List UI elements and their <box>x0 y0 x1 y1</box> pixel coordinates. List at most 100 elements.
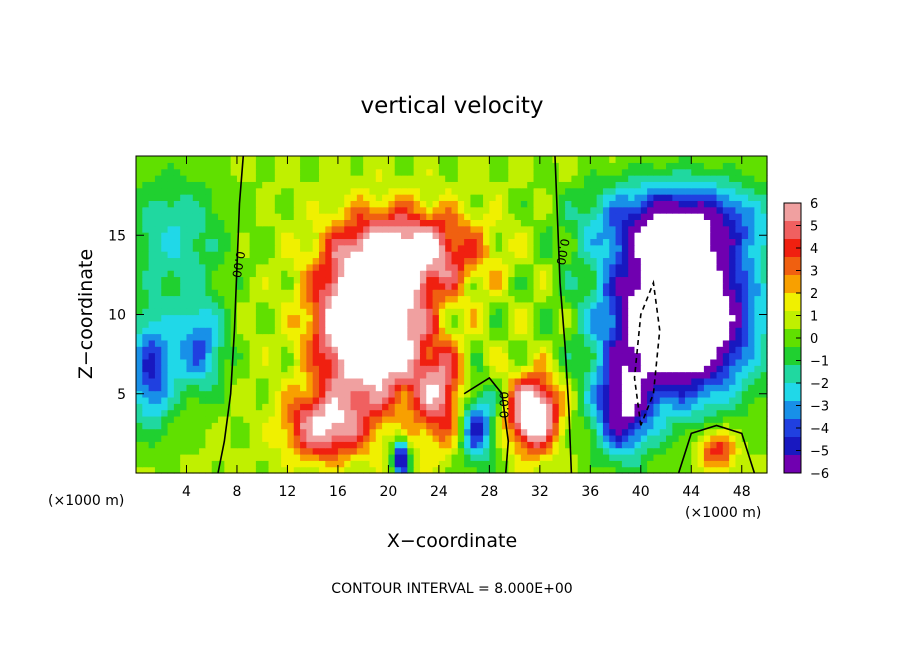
heatmap-cell <box>426 232 434 240</box>
heatmap-cell <box>274 289 282 297</box>
heatmap-cell <box>527 428 535 436</box>
heatmap-cell <box>236 308 244 316</box>
heatmap-cell <box>438 434 446 442</box>
heatmap-cell <box>735 301 743 309</box>
heatmap-cell <box>192 403 200 411</box>
heatmap-cell <box>754 181 762 189</box>
heatmap-cell <box>350 213 358 220</box>
heatmap-cell <box>596 333 604 341</box>
heatmap-cell <box>691 276 699 284</box>
heatmap-cell <box>684 206 692 214</box>
heatmap-cell <box>337 346 345 354</box>
heatmap-cell <box>161 206 169 214</box>
heatmap-cell <box>300 415 307 423</box>
heatmap-cell <box>546 219 554 227</box>
heatmap-cell <box>331 384 339 392</box>
heatmap-cell <box>192 251 200 259</box>
heatmap-cell <box>331 365 339 373</box>
heatmap-cell <box>546 162 554 170</box>
heatmap-cell <box>628 308 636 316</box>
heatmap-cell <box>287 358 295 366</box>
heatmap-cell <box>483 232 490 240</box>
heatmap-cell <box>508 453 516 461</box>
heatmap-cell <box>312 200 320 208</box>
heatmap-cell <box>666 225 673 233</box>
heatmap-cell <box>205 434 213 442</box>
heatmap-cell <box>445 187 453 195</box>
heatmap-cell <box>199 466 207 474</box>
heatmap-cell <box>514 206 522 214</box>
heatmap-cell <box>287 466 295 474</box>
heatmap-cell <box>640 377 648 385</box>
heatmap-cell <box>640 232 648 240</box>
heatmap-cell <box>375 295 383 303</box>
heatmap-cell <box>558 187 566 195</box>
heatmap-cell <box>300 225 307 233</box>
heatmap-cell <box>154 409 162 417</box>
heatmap-cell <box>337 428 345 436</box>
heatmap-cell <box>716 365 724 373</box>
heatmap-cell <box>457 447 465 455</box>
heatmap-cell <box>672 428 680 436</box>
heatmap-cell <box>483 257 490 265</box>
heatmap-cell <box>413 428 421 436</box>
heatmap-cell <box>508 365 516 373</box>
heatmap-cell <box>539 333 547 341</box>
heatmap-cell <box>356 162 364 170</box>
heatmap-cell <box>312 384 320 392</box>
heatmap-cell <box>760 289 768 297</box>
heatmap-cell <box>501 365 509 373</box>
heatmap-cell <box>331 403 339 411</box>
heatmap-cell <box>653 175 661 182</box>
heatmap-cell <box>615 206 623 214</box>
heatmap-cell <box>666 422 673 430</box>
heatmap-cell <box>180 453 188 461</box>
heatmap-cell <box>546 365 554 373</box>
heatmap-cell <box>205 175 213 182</box>
heatmap-cell <box>514 276 522 284</box>
heatmap-cell <box>539 428 547 436</box>
heatmap-cell <box>735 219 743 227</box>
heatmap-cell <box>615 409 623 417</box>
heatmap-cell <box>438 162 446 170</box>
heatmap-cell <box>350 187 358 195</box>
heatmap-cell <box>684 156 692 163</box>
heatmap-cell <box>394 232 402 240</box>
heatmap-cell <box>672 257 680 265</box>
heatmap-cell <box>224 225 232 233</box>
heatmap-cell <box>136 453 143 461</box>
heatmap-cell <box>401 333 408 341</box>
heatmap-cell <box>401 371 408 379</box>
heatmap-cell <box>748 251 755 259</box>
heatmap-cell <box>426 276 434 284</box>
heatmap-cell <box>691 441 699 449</box>
heatmap-cell <box>401 257 408 265</box>
heatmap-cell <box>192 460 200 468</box>
heatmap-cell <box>180 200 188 208</box>
heatmap-cell <box>697 371 705 379</box>
heatmap-cell <box>382 219 389 227</box>
heatmap-cell <box>539 276 547 284</box>
heatmap-cell <box>533 219 541 227</box>
heatmap-cell <box>558 358 566 366</box>
heatmap-cell <box>602 453 610 461</box>
heatmap-cell <box>666 352 673 360</box>
heatmap-cell <box>274 320 282 328</box>
heatmap-cell <box>464 232 472 240</box>
heatmap-cell <box>426 308 434 316</box>
heatmap-cell <box>571 270 579 278</box>
heatmap-cell <box>520 301 528 309</box>
heatmap-cell <box>716 403 724 411</box>
heatmap-cell <box>501 162 509 170</box>
heatmap-cell <box>602 238 610 246</box>
heatmap-cell <box>167 346 175 354</box>
heatmap-cell <box>375 371 383 379</box>
heatmap-cell <box>729 276 737 284</box>
heatmap-cell <box>375 168 383 176</box>
heatmap-cell <box>571 327 579 335</box>
heatmap-cell <box>300 295 307 303</box>
heatmap-cell <box>249 352 257 360</box>
heatmap-cell <box>602 333 610 341</box>
heatmap-cell <box>375 175 383 182</box>
heatmap-cell <box>382 289 389 297</box>
